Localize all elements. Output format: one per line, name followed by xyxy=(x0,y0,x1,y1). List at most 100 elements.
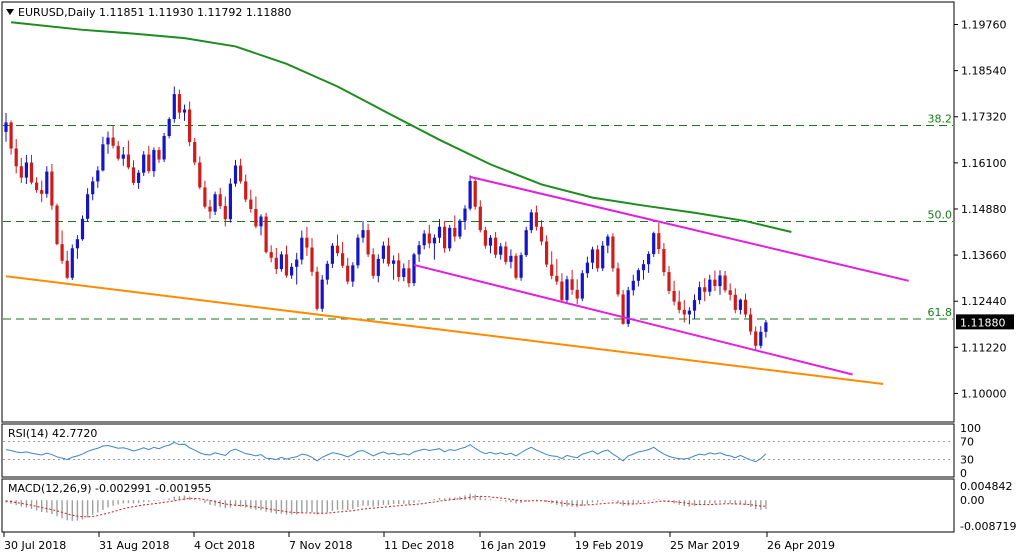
candle-body xyxy=(315,271,319,309)
current-price-badge xyxy=(956,314,1014,330)
candle-body xyxy=(284,254,289,276)
candle xyxy=(361,221,365,243)
candle-body xyxy=(45,171,49,194)
candle xyxy=(40,180,44,203)
macd-tick-label: 0.00 xyxy=(960,494,985,507)
candle xyxy=(80,215,85,241)
candle-body xyxy=(325,263,329,280)
fib-level-label: 50.0 xyxy=(928,208,953,221)
candle-body xyxy=(295,259,299,267)
time-tick-label: 30 Jul 2018 xyxy=(4,539,66,552)
sma-line xyxy=(10,21,792,234)
candle-body xyxy=(616,268,620,295)
candle-body xyxy=(320,279,324,309)
candle-body xyxy=(142,154,146,173)
rsi-tick-label: 100 xyxy=(960,422,981,435)
candle-body xyxy=(626,290,630,324)
price-tick-label: 1.14880 xyxy=(961,203,1007,216)
candle-body xyxy=(488,237,493,246)
candle xyxy=(376,254,380,283)
candle-body xyxy=(4,122,8,132)
candle-body xyxy=(137,172,141,183)
candlesticks xyxy=(4,86,768,352)
candle xyxy=(147,145,151,174)
candle xyxy=(432,234,436,260)
candle-body xyxy=(35,182,39,191)
candle-body xyxy=(91,181,95,195)
candle xyxy=(422,230,426,250)
candle xyxy=(366,223,370,257)
symbol-dropdown-icon[interactable] xyxy=(6,9,14,15)
candle-body xyxy=(213,194,217,212)
candle xyxy=(157,146,161,163)
candle-body xyxy=(346,265,350,282)
main-plot-frame xyxy=(1,1,955,423)
candle-body xyxy=(121,154,125,159)
fib-level-label: 38.2 xyxy=(928,112,953,125)
candle xyxy=(106,131,110,154)
candle xyxy=(290,263,294,279)
candle-body xyxy=(264,216,268,253)
candle-body xyxy=(407,268,411,284)
candle-body xyxy=(560,281,564,301)
candle-body xyxy=(188,109,192,143)
price-tick-label: 1.10000 xyxy=(961,387,1007,400)
candle xyxy=(601,241,605,271)
candle-body xyxy=(641,264,646,271)
candle xyxy=(172,86,176,123)
candle-body xyxy=(351,265,355,282)
candle-body xyxy=(519,255,523,278)
candle xyxy=(708,274,712,296)
candle-body xyxy=(504,246,508,262)
candle xyxy=(70,244,74,281)
candle-body xyxy=(443,226,447,249)
candle-body xyxy=(667,272,671,291)
candle-body xyxy=(606,236,610,246)
candle xyxy=(453,215,457,242)
candle xyxy=(86,188,90,222)
candle xyxy=(443,221,447,253)
candle-body xyxy=(713,279,717,287)
candle-body xyxy=(458,220,462,237)
candle-body xyxy=(468,181,472,209)
candle xyxy=(504,241,508,265)
candle xyxy=(284,245,289,278)
candle xyxy=(611,233,615,272)
candle-body xyxy=(116,145,120,159)
candle xyxy=(198,156,202,190)
time-tick-label: 16 Jan 2019 xyxy=(480,539,546,552)
candle-body xyxy=(86,194,90,219)
rsi-label: RSI(14) 42.7720 xyxy=(8,427,97,440)
candle-body xyxy=(106,137,110,145)
candle xyxy=(631,274,635,296)
candle-body xyxy=(244,181,248,200)
candle xyxy=(407,260,411,288)
candle-body xyxy=(539,226,544,242)
macd-signal-line xyxy=(5,495,766,518)
candle xyxy=(19,157,23,183)
candle xyxy=(473,177,477,210)
candle xyxy=(550,251,554,280)
macd-panel-frame xyxy=(1,478,955,533)
rsi-tick-label: 30 xyxy=(960,454,974,467)
candle-body xyxy=(514,255,518,278)
candle xyxy=(529,209,533,234)
candle-body xyxy=(310,247,314,272)
candle-body xyxy=(198,162,202,188)
candle-body xyxy=(432,237,436,244)
time-axis: 30 Jul 2018 31 Aug 2018 4 Oct 2018 7 Nov 20… xyxy=(3,532,835,552)
candle-body xyxy=(203,187,207,207)
candle xyxy=(519,252,523,281)
candle xyxy=(244,174,248,203)
candle xyxy=(662,242,666,276)
candle-body xyxy=(397,260,401,278)
candle xyxy=(9,120,13,155)
candle-body xyxy=(341,253,345,266)
candle xyxy=(177,89,181,120)
candle xyxy=(534,205,538,231)
candle xyxy=(60,230,64,264)
trend-channel-lines xyxy=(5,175,909,385)
candle xyxy=(315,266,319,311)
candle xyxy=(228,178,232,223)
